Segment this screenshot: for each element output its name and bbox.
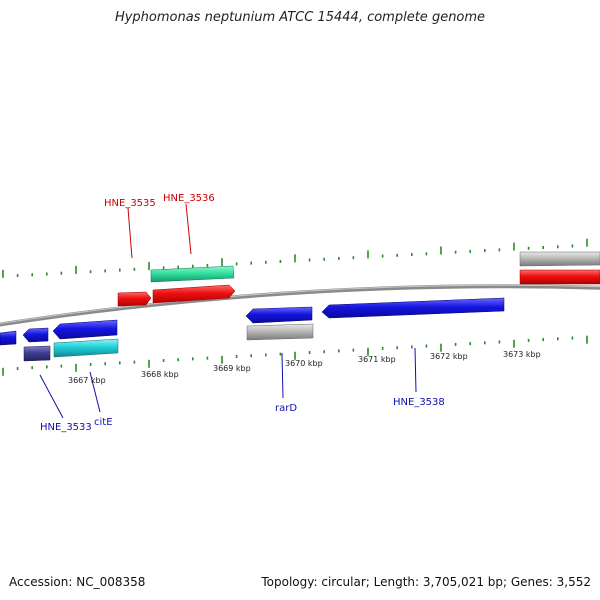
leader-rarD bbox=[281, 352, 284, 399]
gene-hne-3538[interactable] bbox=[321, 297, 505, 319]
leader-hne-3538 bbox=[414, 347, 417, 393]
gene-red-right[interactable] bbox=[519, 269, 600, 285]
scale-label: 3667 kbp bbox=[68, 376, 106, 385]
genome-summary-text: Topology: circular; Length: 3,705,021 bp… bbox=[261, 575, 591, 589]
gene-grey-right[interactable] bbox=[519, 251, 600, 267]
map-title: Hyphomonas neptunium ATCC 15444, complet… bbox=[114, 10, 486, 25]
gene-blue-small[interactable] bbox=[22, 327, 49, 343]
scale-label: 3668 kbp bbox=[141, 370, 179, 379]
gene-citE-upper[interactable] bbox=[52, 319, 118, 340]
gene-hne-3535[interactable] bbox=[117, 291, 152, 307]
gene-blue-edge[interactable] bbox=[0, 330, 17, 346]
gene-label-rarD: rarD bbox=[275, 403, 297, 414]
scale-label: 3670 kbp bbox=[285, 359, 323, 368]
scale-label: 3671 kbp bbox=[358, 355, 396, 364]
genome-backbone bbox=[0, 284, 600, 327]
gene-citE[interactable] bbox=[53, 338, 119, 358]
leader-hne-3535 bbox=[127, 207, 133, 259]
gene-rarD-upper[interactable] bbox=[245, 306, 313, 324]
accession-text: Accession: NC_008358 bbox=[9, 575, 146, 589]
forward-strand-ticks bbox=[2, 238, 588, 278]
gene-label-hne-3535: HNE_3535 bbox=[104, 198, 156, 209]
gene-hne-3536[interactable] bbox=[152, 284, 236, 304]
leader-hne-3533 bbox=[39, 374, 64, 419]
gene-hne-3536-alt[interactable] bbox=[150, 265, 235, 283]
reverse-strand-ticks bbox=[2, 335, 588, 376]
scale-label: 3669 kbp bbox=[213, 364, 251, 373]
genome-backbone-highlight bbox=[0, 284, 600, 324]
gene-label-citE: citE bbox=[94, 417, 113, 428]
gene-label-hne-3536: HNE_3536 bbox=[163, 193, 215, 204]
scale-label: 3673 kbp bbox=[503, 350, 541, 359]
gene-rarD[interactable] bbox=[246, 323, 314, 341]
gene-label-hne-3533: HNE_3533 bbox=[40, 422, 92, 433]
leader-citE bbox=[89, 371, 101, 413]
leader-hne-3536 bbox=[185, 203, 192, 255]
gene-label-hne-3538: HNE_3538 bbox=[393, 397, 445, 408]
gene-hne-3533[interactable] bbox=[23, 345, 51, 362]
scale-label: 3672 kbp bbox=[430, 352, 468, 361]
